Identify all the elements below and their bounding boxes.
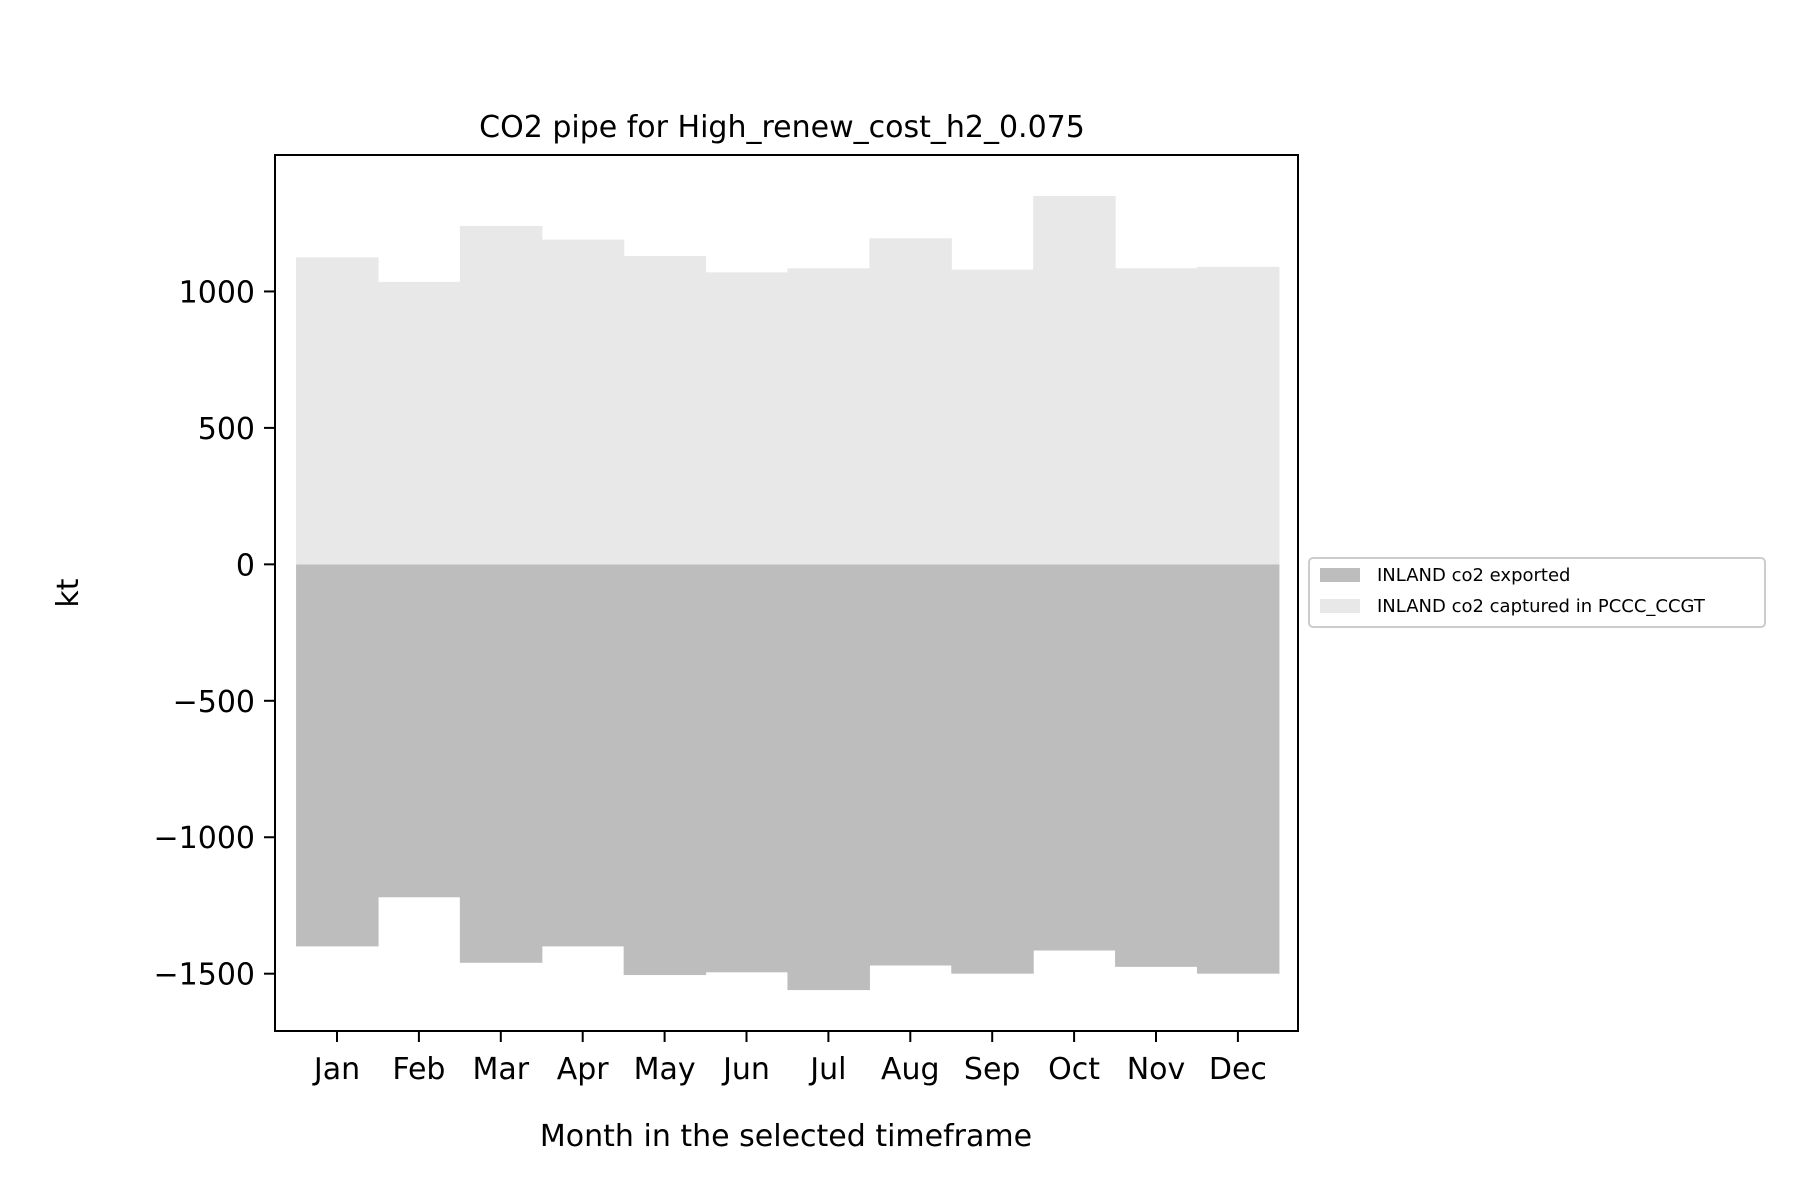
step-segment-captured [459,225,543,565]
step-segment-captured [787,268,870,565]
x-tick-label: Oct [1048,1052,1100,1087]
legend-frame [1308,557,1766,628]
plot-frame [274,154,1299,1032]
x-tick-label: Jul [808,1052,846,1087]
step-segment-captured [705,272,789,565]
x-tick-label: Jun [721,1052,770,1087]
legend-swatch-exported [1320,568,1360,582]
y-tick-label: 0 [236,548,255,583]
step-segment-captured [296,257,379,565]
y-tick-label: −500 [173,685,255,720]
plot-areas [296,195,1280,991]
step-segment-captured [951,269,1034,565]
series-exported [296,564,1280,991]
x-tick-label: Apr [557,1052,610,1087]
x-axis: Jan Feb Mar Apr May Jun Jul Aug Sep Oct Nov Dec [312,1031,1267,1087]
x-tick-label: Aug [881,1052,940,1087]
step-segment-exported [951,564,1034,974]
step-segment-exported [623,564,707,976]
y-tick-label: −1500 [154,958,255,993]
legend-label-exported: INLAND co2 exported [1377,565,1570,586]
y-axis: −1500 −1000 −500 0 500 1000 [154,275,275,993]
step-segment-exported [459,564,543,963]
step-segment-exported [296,564,379,947]
legend: INLAND co2 exported INLAND co2 captured … [1308,557,1766,628]
x-tick-label: Sep [964,1052,1021,1087]
x-tick-label: Nov [1127,1052,1186,1087]
step-segment-exported [377,564,461,898]
step-segment-exported [705,564,789,973]
step-segment-captured [623,255,707,565]
y-tick-label: −1000 [154,821,255,856]
step-segment-exported [787,564,870,991]
x-tick-label: Dec [1209,1052,1267,1087]
step-segment-exported [1196,564,1280,974]
x-tick-label: May [634,1052,696,1087]
step-segment-captured [541,239,625,565]
y-axis-label: kt [51,578,86,607]
step-segment-exported [869,564,952,966]
step-segment-exported [541,564,625,947]
step-segment-captured [1033,195,1116,565]
step-segment-captured [1115,268,1198,565]
step-segment-captured [1196,266,1280,565]
x-tick-label: Jan [312,1052,360,1087]
y-tick-label: 500 [198,412,255,447]
legend-swatch-captured [1320,599,1360,613]
y-tick-label: 1000 [179,275,255,310]
x-tick-label: Feb [392,1052,445,1087]
legend-label-captured: INLAND co2 captured in PCCC_CCGT [1377,596,1706,617]
chart-title: CO2 pipe for High_renew_cost_h2_0.075 [479,110,1085,145]
step-segment-captured [377,281,461,565]
x-axis-label: Month in the selected timeframe [540,1119,1032,1154]
series-captured [296,195,1280,565]
step-segment-captured [869,238,952,565]
x-tick-label: Mar [472,1052,529,1087]
step-segment-exported [1033,564,1116,951]
step-segment-exported [1115,564,1198,967]
